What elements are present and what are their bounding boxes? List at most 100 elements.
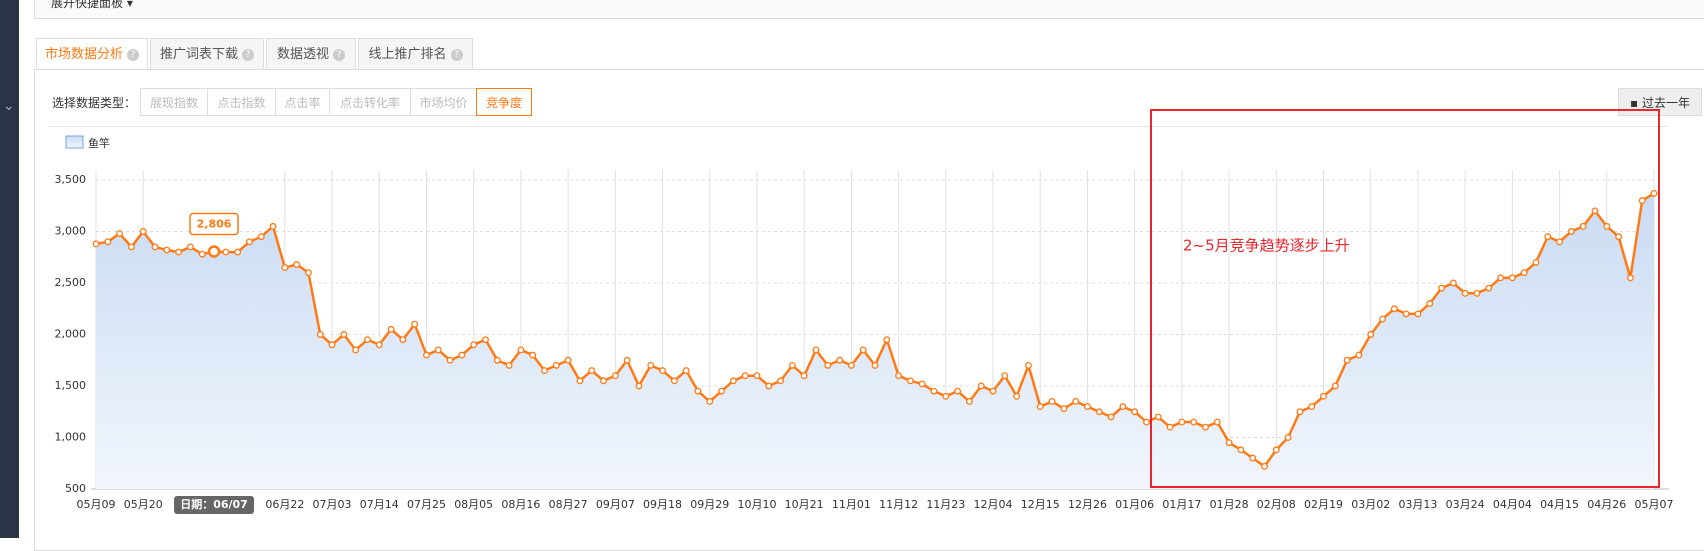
point bbox=[399, 336, 407, 344]
type-button[interactable]: 市场均价 bbox=[410, 88, 477, 116]
x-tick-label: 05月07 bbox=[1635, 498, 1674, 511]
x-tick-label: 08月05 bbox=[454, 498, 493, 511]
point bbox=[1650, 189, 1658, 197]
point bbox=[1178, 418, 1186, 426]
point bbox=[1591, 207, 1599, 215]
point bbox=[139, 228, 147, 235]
tab[interactable]: 市场数据分析? bbox=[36, 38, 148, 70]
point bbox=[977, 382, 985, 390]
point bbox=[1426, 300, 1434, 308]
point bbox=[1638, 197, 1646, 205]
point bbox=[824, 361, 832, 369]
point bbox=[1331, 382, 1339, 390]
point bbox=[316, 331, 324, 338]
point bbox=[1154, 413, 1162, 421]
point bbox=[788, 361, 796, 369]
point bbox=[1355, 351, 1363, 359]
point bbox=[505, 361, 513, 369]
point bbox=[1603, 222, 1611, 230]
point bbox=[175, 248, 183, 256]
point bbox=[954, 387, 962, 395]
x-tick-label: 09月07 bbox=[596, 498, 635, 511]
tab[interactable]: 数据透视? bbox=[266, 38, 356, 69]
y-tick-label: 1,500 bbox=[55, 379, 87, 392]
point bbox=[1343, 356, 1351, 364]
point bbox=[682, 367, 690, 374]
point bbox=[1024, 361, 1032, 369]
point bbox=[859, 346, 867, 354]
quick-panel: 展开快捷面板 ▾ bbox=[34, 0, 1704, 19]
point bbox=[423, 351, 430, 359]
point bbox=[729, 377, 737, 385]
point bbox=[1532, 258, 1540, 266]
y-tick-label: 2,500 bbox=[55, 276, 87, 289]
point bbox=[1001, 372, 1009, 380]
type-button[interactable]: 展现指数 bbox=[140, 88, 208, 116]
x-tick-label: 01月28 bbox=[1210, 498, 1249, 511]
point bbox=[989, 387, 997, 395]
point bbox=[1249, 454, 1257, 462]
point bbox=[116, 230, 124, 238]
point bbox=[1107, 413, 1115, 421]
point bbox=[1402, 310, 1410, 318]
point bbox=[1473, 289, 1481, 297]
tooltip-box bbox=[189, 212, 239, 236]
tooltip-value: 2,806 bbox=[197, 217, 232, 230]
point bbox=[1367, 331, 1375, 338]
type-button[interactable]: 点击转化率 bbox=[329, 88, 411, 116]
point bbox=[281, 264, 289, 271]
point bbox=[1084, 403, 1091, 411]
annotation: 2~5月竞争趋势逐步上升 bbox=[1183, 237, 1350, 255]
point bbox=[434, 346, 442, 354]
point bbox=[234, 248, 242, 256]
tab-label: 线上推广排名 bbox=[368, 47, 447, 62]
type-button[interactable]: 点击率 bbox=[275, 88, 330, 116]
point bbox=[1579, 222, 1587, 230]
point bbox=[623, 356, 631, 364]
point bbox=[517, 346, 525, 354]
point bbox=[1190, 418, 1198, 426]
point bbox=[127, 243, 135, 251]
tab-label: 推广词表下载 bbox=[159, 47, 238, 62]
x-tick-label: 12月15 bbox=[1021, 498, 1060, 511]
point bbox=[1308, 403, 1316, 411]
period-label: 过去一年 bbox=[1641, 96, 1690, 110]
tooltip-date: 日期：06/07 bbox=[180, 497, 248, 511]
point bbox=[552, 361, 560, 369]
point bbox=[1615, 233, 1623, 241]
x-tick-label: 12月04 bbox=[974, 498, 1013, 511]
point bbox=[1497, 274, 1505, 282]
point bbox=[470, 341, 478, 349]
point bbox=[151, 243, 159, 251]
point bbox=[1237, 446, 1245, 454]
point bbox=[1438, 284, 1445, 292]
point bbox=[1143, 418, 1150, 426]
point bbox=[305, 269, 312, 277]
point bbox=[1225, 439, 1233, 447]
x-tick-label: 11月12 bbox=[879, 498, 918, 511]
point bbox=[541, 367, 548, 374]
type-button[interactable]: 竞争度 bbox=[476, 88, 532, 116]
point bbox=[1296, 408, 1304, 416]
point bbox=[257, 233, 265, 241]
point bbox=[293, 261, 301, 268]
point bbox=[269, 222, 277, 230]
legend-swatch bbox=[65, 135, 84, 149]
point bbox=[1048, 398, 1056, 405]
x-tick-label: 05月09 bbox=[77, 498, 116, 511]
x-tick-label: 02月08 bbox=[1257, 498, 1296, 511]
tab[interactable]: 线上推广排名? bbox=[358, 38, 473, 69]
panel-toggle[interactable]: 展开快捷面板 ▾ bbox=[51, 0, 133, 10]
type-button[interactable]: 点击指数 bbox=[207, 88, 276, 116]
point bbox=[1567, 228, 1575, 235]
point bbox=[375, 341, 383, 349]
point bbox=[706, 398, 714, 405]
point bbox=[1272, 446, 1280, 454]
point bbox=[1202, 423, 1209, 431]
chevron[interactable]: ⌄ bbox=[3, 98, 15, 114]
point bbox=[836, 356, 844, 364]
point bbox=[1072, 398, 1080, 405]
tab[interactable]: 推广词表下载? bbox=[150, 38, 264, 69]
x-tick-label: 08月16 bbox=[501, 498, 540, 511]
